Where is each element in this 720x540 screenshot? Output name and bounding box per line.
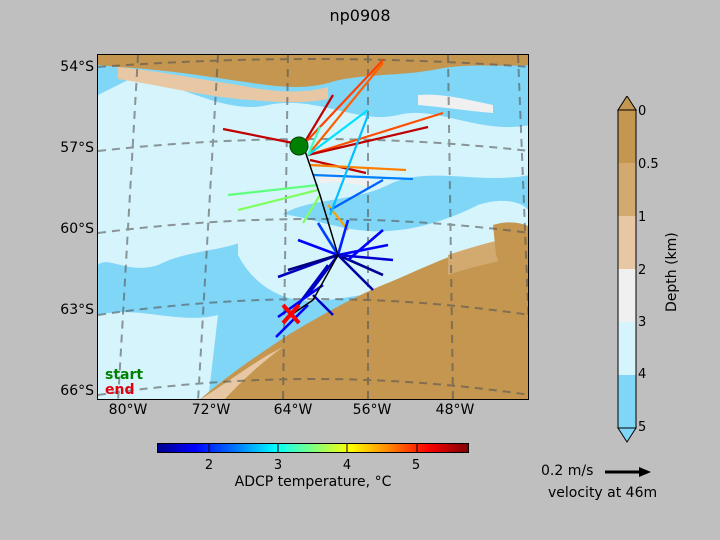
east-ridge [493, 222, 528, 304]
depth-tick: 0.5 [638, 157, 659, 172]
temp-tick: 2 [204, 458, 214, 473]
depth-tick: 5 [638, 420, 647, 435]
peninsula-slope [201, 347, 283, 399]
map-panel: start end [97, 54, 529, 400]
temp-tick: 5 [411, 458, 421, 473]
lon-label: 80°W [108, 402, 148, 418]
lat-label: 60°S [60, 221, 94, 237]
velocity-key-label: 0.2 m/s [541, 463, 594, 479]
temp-tick: 4 [342, 458, 352, 473]
depth-tick: 4 [638, 367, 647, 382]
depth-tick: 1 [638, 210, 647, 225]
temp-tick: 3 [273, 458, 283, 473]
vel-arrow [307, 109, 369, 156]
temperature-colorbar-label: ADCP temperature, °C [234, 474, 392, 490]
vel-arrow [329, 179, 384, 211]
temperature-colorbar-dividers [208, 443, 418, 453]
shelf-region [98, 75, 528, 268]
lon-label: 48°W [435, 402, 475, 418]
map-canvas [98, 55, 528, 399]
lon-label: 56°W [352, 402, 392, 418]
velocity-key-sublabel: velocity at 46m [548, 485, 658, 501]
lon-label: 64°W [273, 402, 313, 418]
legend-end-label: end [105, 382, 135, 398]
depth-tick: 2 [638, 263, 647, 278]
shelf-region-3 [98, 312, 218, 399]
south-america-slope [118, 67, 328, 103]
vel-arrow [306, 126, 322, 156]
vel-arrow [302, 59, 384, 146]
lat-label: 57°S [60, 140, 94, 156]
vel-arrow [307, 111, 444, 157]
vel-arrow [302, 94, 334, 146]
vel-arrow [237, 188, 319, 212]
start-marker [289, 136, 309, 156]
graticule [98, 55, 528, 399]
vel-arrow [227, 183, 319, 197]
end-marker [281, 303, 301, 325]
vel-arrow [302, 194, 321, 224]
lat-label: 63°S [60, 302, 94, 318]
legend-start-label: start [105, 367, 144, 383]
depth-tick: 3 [638, 315, 647, 330]
lat-label: 54°S [60, 59, 94, 75]
lat-label: 66°S [60, 383, 94, 399]
temperature-colorbar [157, 443, 469, 453]
vel-arrow [307, 62, 384, 156]
south-america-land [98, 55, 528, 87]
depth-colorbar-label: Depth (km) [664, 232, 680, 312]
lon-label: 72°W [191, 402, 231, 418]
ship-track [290, 144, 339, 316]
velocity-cluster [275, 219, 394, 338]
depth-colorbar [617, 96, 637, 443]
vel-arrow [328, 114, 370, 216]
vel-arrow [307, 125, 429, 157]
velocity-key-arrow [605, 467, 651, 477]
velocity-arrows [222, 59, 444, 231]
antarctic-peninsula-land [200, 231, 528, 399]
vel-arrow [309, 163, 407, 172]
scotia-ridge-patch [418, 94, 493, 113]
depth-tick: 0 [638, 104, 647, 119]
plot-title: np0908 [329, 6, 391, 25]
vel-arrow [222, 127, 304, 147]
vel-arrow [312, 173, 414, 181]
